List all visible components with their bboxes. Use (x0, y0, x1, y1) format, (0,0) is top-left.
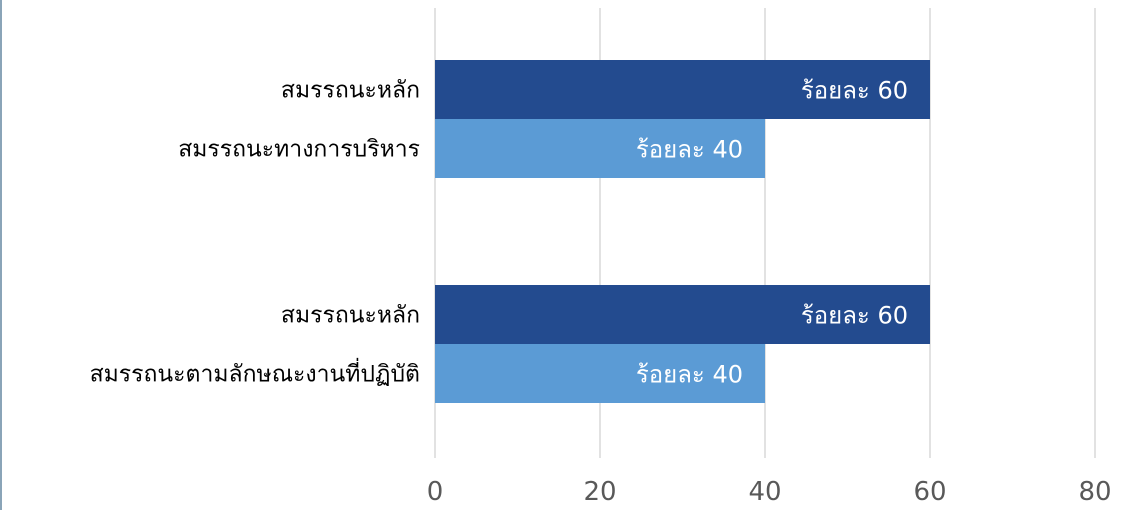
bar (435, 60, 930, 119)
category-label: สมรรถนะหลัก (281, 303, 420, 329)
x-tick-label: 60 (913, 477, 946, 507)
bar (435, 344, 765, 403)
x-tick-label: 40 (748, 477, 781, 507)
category-label: สมรรถนะทางการบริหาร (178, 137, 420, 163)
data-label: ร้อยละ 60 (801, 302, 908, 330)
data-label: ร้อยละ 40 (636, 361, 743, 389)
bar (435, 285, 930, 344)
category-label: สมรรถนะหลัก (281, 78, 420, 104)
data-label: ร้อยละ 60 (801, 77, 908, 105)
category-label: สมรรถนะตามลักษณะงานที่ปฏิบัติ (90, 358, 420, 388)
bar (435, 119, 765, 178)
x-tick-label: 80 (1078, 477, 1111, 507)
x-tick-label: 0 (427, 477, 444, 507)
x-tick-label: 20 (583, 477, 616, 507)
data-label: ร้อยละ 40 (636, 136, 743, 164)
left-border (0, 0, 2, 510)
